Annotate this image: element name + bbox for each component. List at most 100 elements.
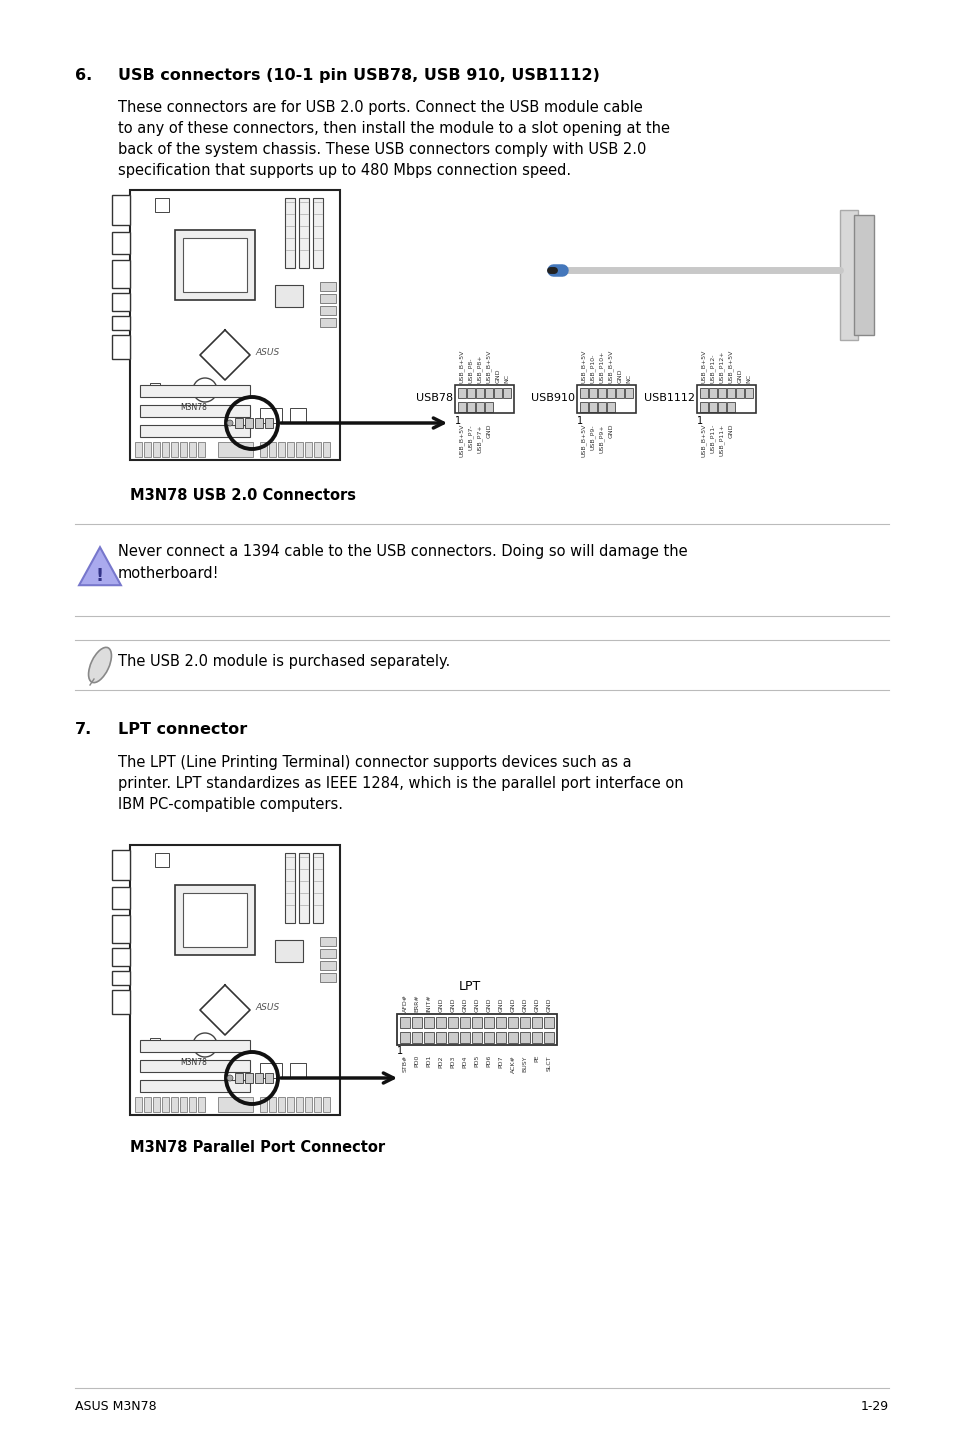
Bar xyxy=(319,938,335,946)
Bar xyxy=(718,388,725,398)
Bar xyxy=(112,232,130,255)
Bar xyxy=(412,1017,421,1028)
Bar xyxy=(319,293,335,303)
Bar xyxy=(112,915,130,943)
Text: 1: 1 xyxy=(577,416,582,426)
Bar xyxy=(245,1073,253,1083)
Bar xyxy=(726,403,734,413)
Bar xyxy=(295,441,303,457)
Text: NC: NC xyxy=(504,374,509,383)
Bar xyxy=(154,198,169,211)
Bar xyxy=(467,388,475,398)
Text: USB_P7+: USB_P7+ xyxy=(476,424,482,453)
Bar xyxy=(140,1060,250,1071)
Text: 1-29: 1-29 xyxy=(860,1401,888,1414)
Text: USB_B+5V: USB_B+5V xyxy=(458,349,464,383)
Bar xyxy=(180,441,187,457)
Bar xyxy=(502,388,511,398)
Bar xyxy=(507,1017,517,1028)
Text: back of the system chassis. These USB connectors comply with USB 2.0: back of the system chassis. These USB co… xyxy=(118,142,646,157)
Bar xyxy=(298,853,309,923)
Bar xyxy=(254,418,263,429)
Text: The LPT (Line Printing Terminal) connector supports devices such as a: The LPT (Line Printing Terminal) connect… xyxy=(118,755,631,769)
Bar xyxy=(298,198,309,267)
Text: USB78: USB78 xyxy=(416,393,453,403)
Text: USB_B+5V: USB_B+5V xyxy=(458,424,464,457)
Bar xyxy=(616,388,623,398)
Text: USB_B+5V: USB_B+5V xyxy=(580,349,586,383)
Text: NC: NC xyxy=(626,374,631,383)
Bar xyxy=(198,441,205,457)
Text: PD3: PD3 xyxy=(450,1055,455,1067)
Bar xyxy=(269,1097,275,1112)
Text: USB_B+5V: USB_B+5V xyxy=(607,349,613,383)
Bar xyxy=(319,306,335,315)
Text: PD7: PD7 xyxy=(498,1055,503,1067)
Bar xyxy=(436,1017,446,1028)
Bar xyxy=(112,196,130,224)
Bar xyxy=(718,403,725,413)
Bar xyxy=(285,853,294,923)
Bar xyxy=(305,1097,312,1112)
Bar xyxy=(277,1097,285,1112)
Bar xyxy=(467,403,475,413)
Text: USB_P8+: USB_P8+ xyxy=(476,355,482,383)
Text: GND: GND xyxy=(737,368,741,383)
Text: PD0: PD0 xyxy=(414,1055,419,1067)
Text: USB1112: USB1112 xyxy=(643,393,695,403)
Text: USB_P7-: USB_P7- xyxy=(468,424,474,450)
Bar xyxy=(459,1017,470,1028)
Text: USB_P12-: USB_P12- xyxy=(709,354,715,383)
Bar xyxy=(218,441,253,457)
Bar xyxy=(588,388,597,398)
Bar xyxy=(314,441,320,457)
Bar xyxy=(507,1032,517,1043)
Ellipse shape xyxy=(89,647,112,683)
Bar xyxy=(135,1097,142,1112)
Text: The USB 2.0 module is purchased separately.: The USB 2.0 module is purchased separate… xyxy=(118,654,450,669)
Bar xyxy=(483,1032,494,1043)
Bar xyxy=(476,403,483,413)
Text: GND: GND xyxy=(617,368,622,383)
Text: PD1: PD1 xyxy=(426,1055,431,1067)
Bar xyxy=(274,285,303,306)
Bar xyxy=(265,1073,273,1083)
Text: INIT#: INIT# xyxy=(426,994,431,1012)
Bar xyxy=(726,388,734,398)
Text: USB_P11-: USB_P11- xyxy=(709,424,715,453)
Text: PD5: PD5 xyxy=(474,1055,479,1067)
Text: GND: GND xyxy=(546,998,551,1012)
Bar xyxy=(254,1073,263,1083)
Bar xyxy=(323,441,330,457)
Text: SLCT: SLCT xyxy=(546,1055,551,1071)
Text: USB_P9+: USB_P9+ xyxy=(598,424,604,453)
Bar xyxy=(305,441,312,457)
Circle shape xyxy=(227,420,233,426)
Text: USB_P11+: USB_P11+ xyxy=(719,424,724,456)
Bar xyxy=(399,1032,410,1043)
Bar xyxy=(287,441,294,457)
Bar xyxy=(579,388,587,398)
Text: GND: GND xyxy=(474,998,479,1012)
Bar xyxy=(624,388,633,398)
Bar xyxy=(174,230,254,301)
Text: ERR#: ERR# xyxy=(414,994,419,1012)
Bar xyxy=(245,418,253,429)
Bar xyxy=(319,318,335,326)
Bar xyxy=(189,1097,195,1112)
Bar xyxy=(484,388,493,398)
Text: GND: GND xyxy=(438,998,443,1012)
Bar xyxy=(150,383,160,393)
Bar xyxy=(853,216,873,335)
Bar xyxy=(112,293,130,311)
Bar xyxy=(577,385,636,413)
Bar xyxy=(277,441,285,457)
Text: ASUS: ASUS xyxy=(254,1002,279,1012)
Text: GND: GND xyxy=(486,998,491,1012)
Bar xyxy=(112,989,130,1014)
Bar xyxy=(455,385,514,413)
Bar xyxy=(319,282,335,290)
Text: GND: GND xyxy=(534,998,539,1012)
Text: 1: 1 xyxy=(396,1045,403,1055)
Bar xyxy=(140,385,250,397)
